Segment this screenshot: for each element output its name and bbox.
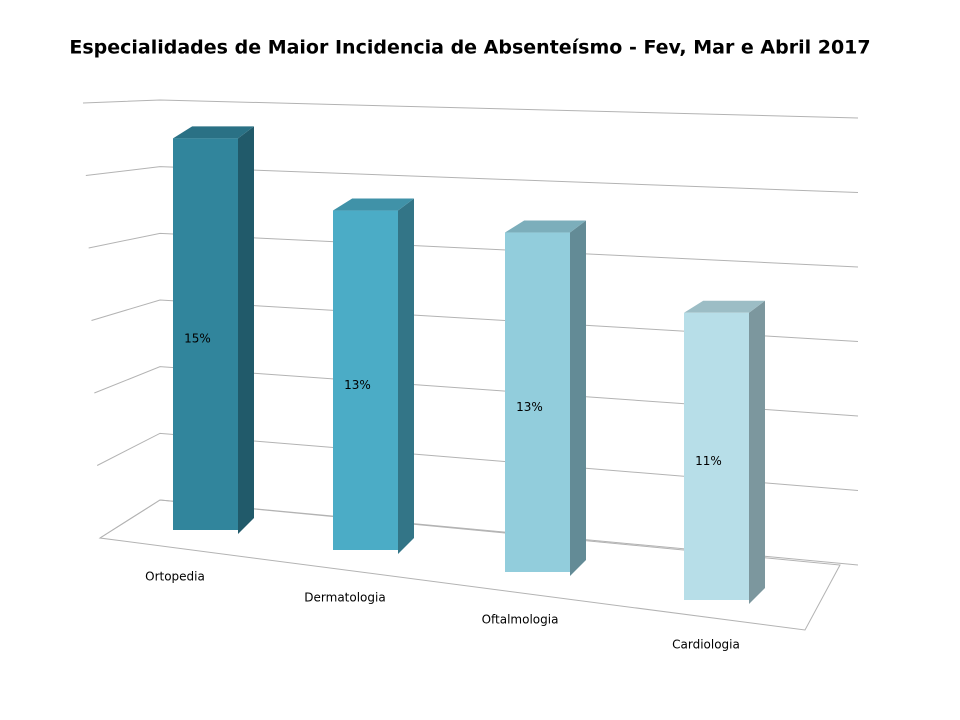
bar <box>173 138 238 531</box>
grid-line <box>82 99 859 119</box>
grid-line <box>91 299 859 342</box>
x-tick-label: Ortopedia <box>145 570 205 584</box>
bar <box>333 210 398 551</box>
bar <box>684 312 749 600</box>
bar-side <box>238 126 254 534</box>
bar-side <box>398 198 414 555</box>
data-label: 13% <box>344 378 371 392</box>
grid-line <box>96 432 859 491</box>
data-label: 13% <box>516 400 543 414</box>
x-tick-label: Dermatologia <box>304 591 385 605</box>
x-tick-label: Oftalmologia <box>482 613 559 627</box>
bar-top <box>684 300 765 313</box>
grid-line <box>94 366 859 417</box>
grid-line <box>85 166 859 193</box>
chart-title: Especialidades de Maior Incidencia de Ab… <box>69 37 870 59</box>
bar-top <box>333 198 414 211</box>
grid-line <box>88 232 859 268</box>
x-tick-label: Cardiologia <box>672 638 740 652</box>
bar-side <box>570 220 586 577</box>
data-label: 11% <box>695 454 722 468</box>
grid-line <box>99 499 859 566</box>
bar-side <box>749 300 765 604</box>
bar-top <box>173 126 254 139</box>
data-label: 15% <box>184 332 211 346</box>
bar-top <box>505 220 586 233</box>
bar <box>505 232 570 573</box>
